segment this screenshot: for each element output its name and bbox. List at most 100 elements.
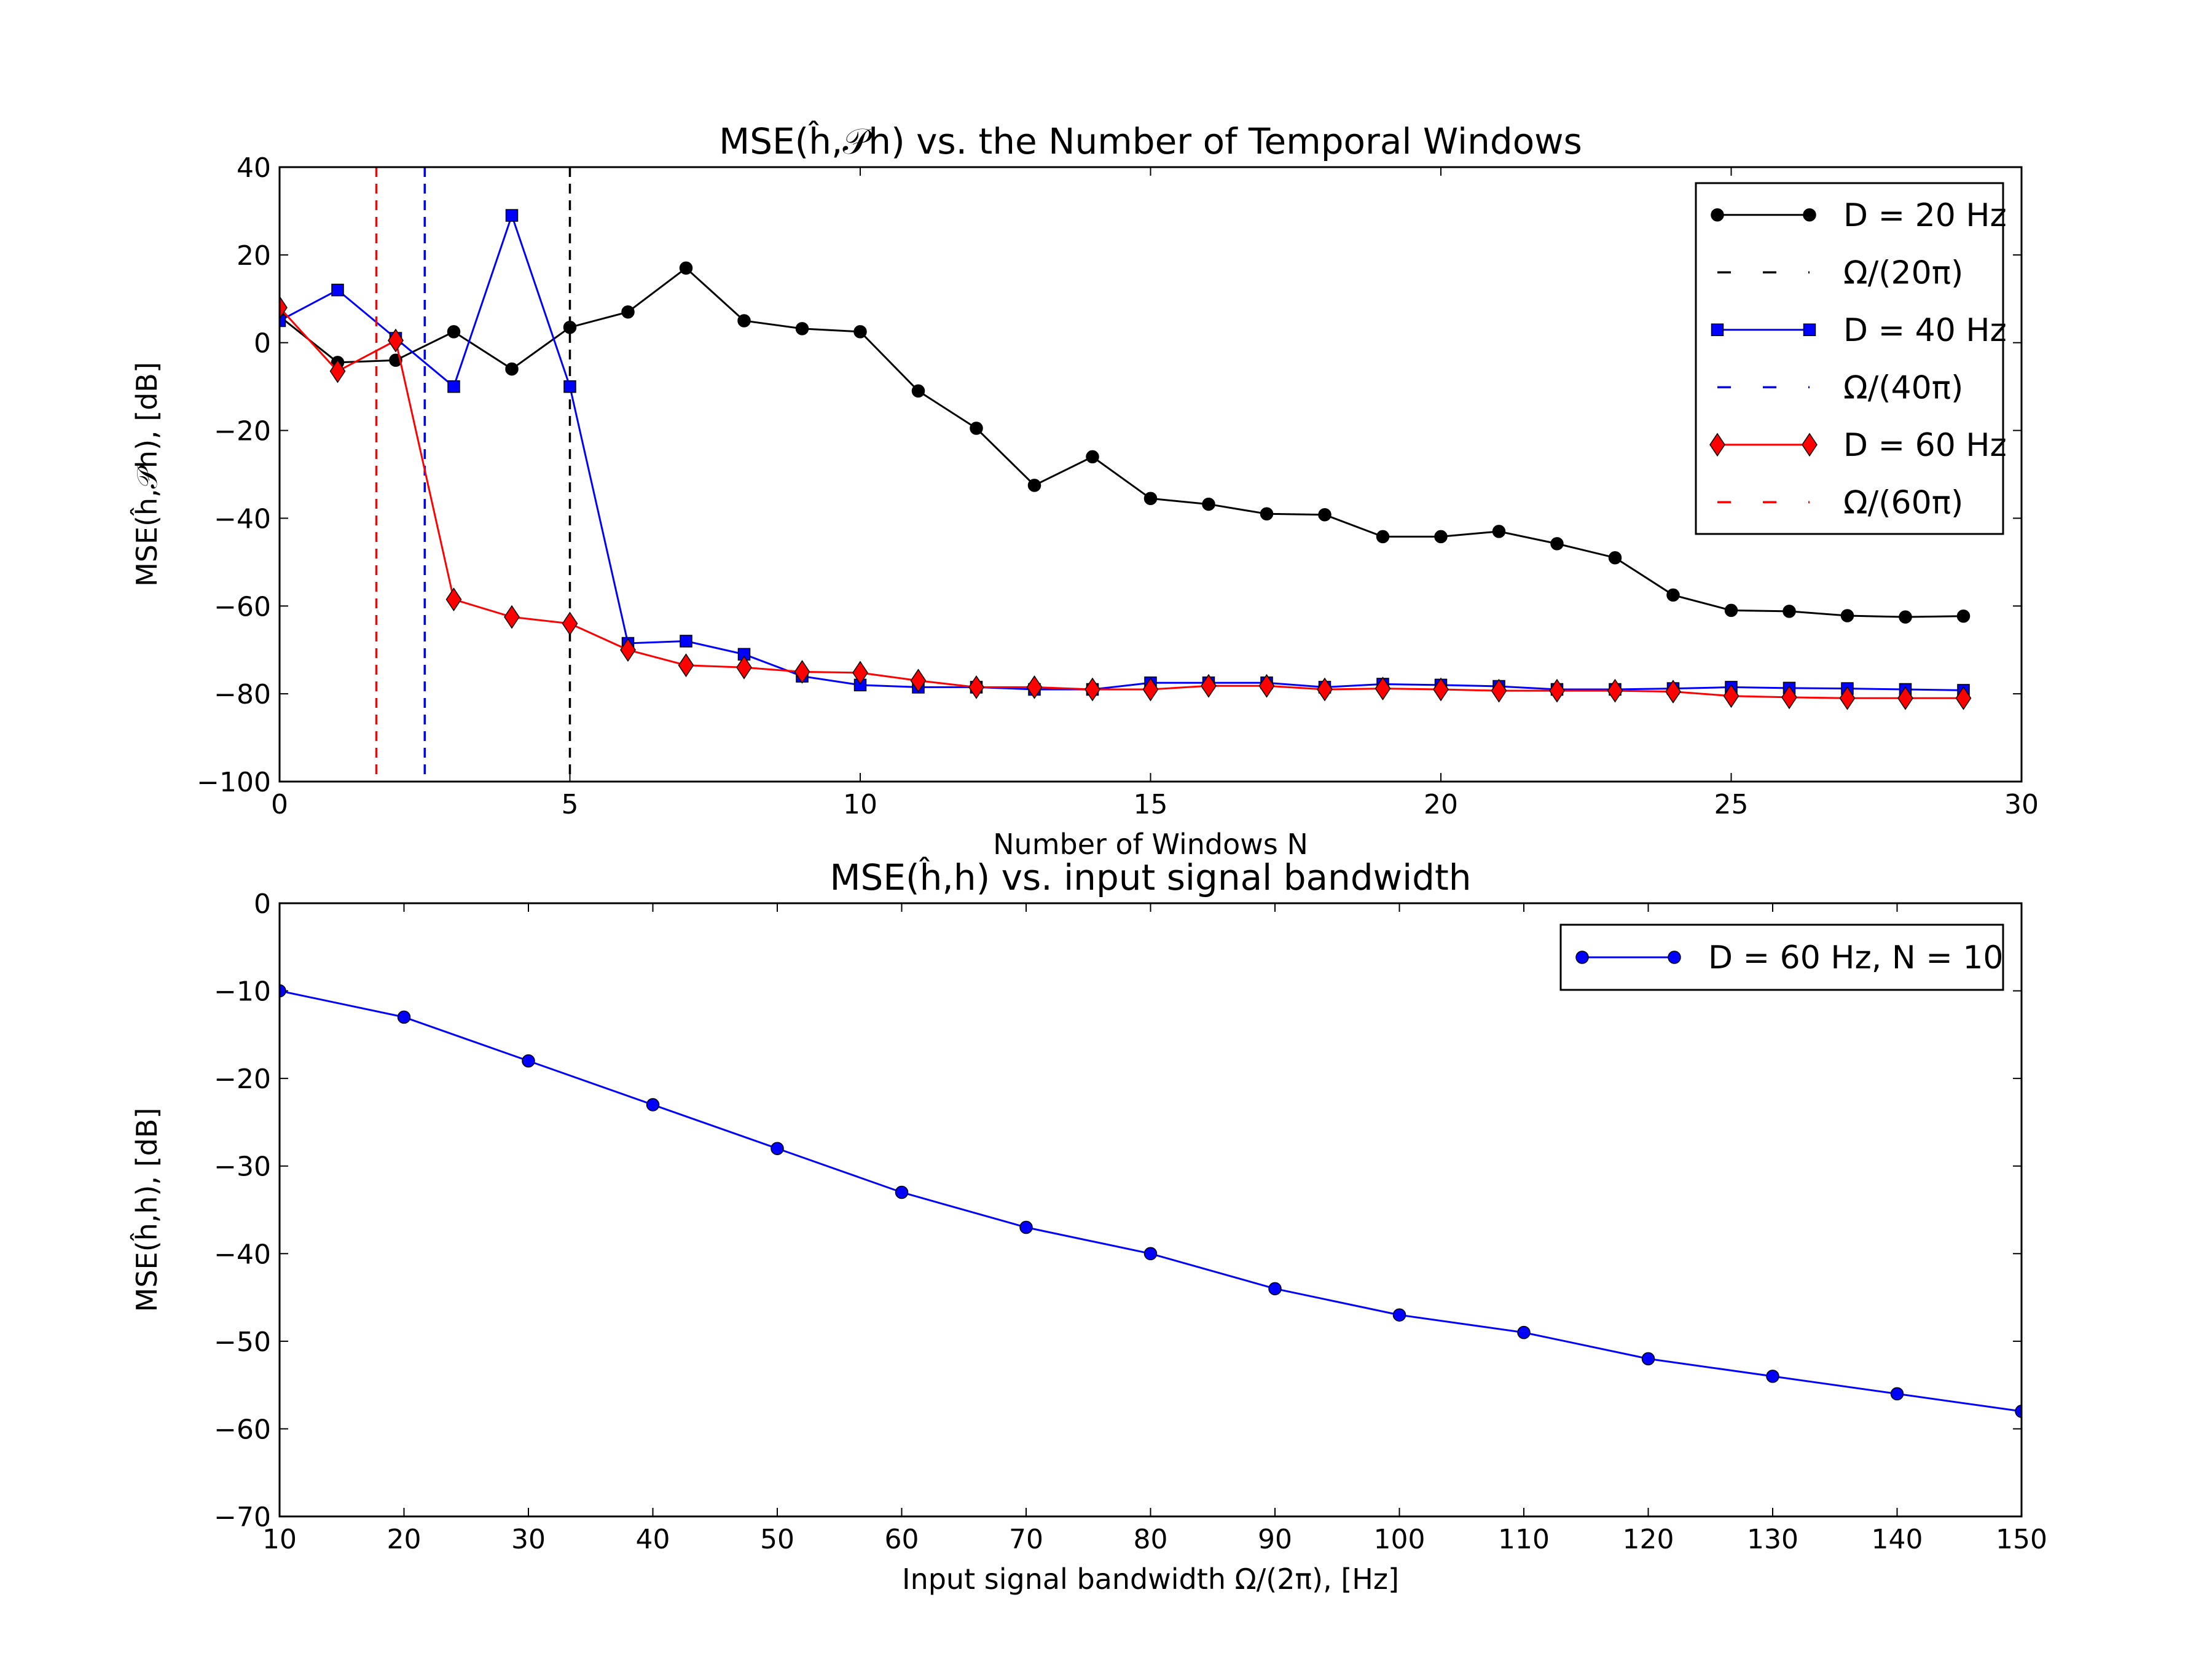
legend-label: Ω/(40π) [1843,369,1963,406]
y-tick-label: −40 [214,503,271,535]
data-point [505,362,519,376]
data-point [1956,609,1971,623]
data-point [1955,686,1972,710]
data-point [1375,677,1391,700]
x-tick-label: 40 [636,1524,670,1555]
data-point [737,314,751,327]
data-point [1608,551,1622,565]
data-point [1434,530,1448,544]
data-point [1201,673,1217,698]
x-tick-label: 10 [843,789,877,820]
x-tick-label: 5 [562,789,579,820]
legend-marker [1575,951,1589,964]
series-line [280,990,2022,1413]
data-point [1317,677,1333,702]
y-tick-label: −60 [214,1414,271,1445]
plot-frame [278,902,2023,1518]
data-point [1019,1220,1033,1234]
data-point [1268,1282,1282,1296]
series-line [280,307,1964,699]
y-tick-label: −10 [214,976,271,1008]
data-point [1890,1387,1904,1401]
data-point [1142,677,1159,702]
data-point [447,380,460,393]
data-point [280,984,286,998]
data-point [678,653,694,678]
data-point [1781,685,1797,710]
x-tick-label: 0 [271,789,288,820]
chart-title: MSE(ĥ,𝒫h) vs. the Number of Temporal Win… [719,120,1582,162]
x-tick-label: 150 [1996,1524,2047,1555]
data-point [736,655,752,680]
data-point [522,1054,535,1068]
data-point [388,328,404,353]
data-point [1492,525,1506,538]
data-point [1086,450,1099,464]
data-point [680,635,692,648]
x-tick-label: 25 [1714,789,1749,820]
y-tick-label: −50 [214,1327,271,1358]
plot-area [280,984,2022,1418]
x-axis-label: Input signal bandwidth Ω/(2π), [Hz] [902,1563,1399,1596]
data-point [1665,680,1681,704]
chart-title: MSE(ĥ,h) vs. input signal bandwidth [830,856,1472,898]
data-point [562,611,578,636]
data-point [679,261,693,275]
data-point [1839,686,1856,710]
x-tick-label: 60 [885,1524,919,1555]
x-tick-label: 15 [1134,789,1168,820]
data-point [895,1185,909,1199]
data-point [1840,609,1854,622]
legend-box [1695,182,2004,535]
data-point [280,296,288,320]
y-axis-label: MSE(ĥ,h), [dB] [130,1108,163,1312]
x-tick-label: 80 [1134,1524,1168,1555]
legend-label: D = 60 Hz [1843,427,2007,464]
data-point [1260,507,1274,521]
data-point [1897,686,1913,710]
data-point [1517,1325,1531,1339]
legend-marker [1803,208,1816,222]
data-point [1641,1352,1655,1366]
data-point [397,1010,411,1024]
data-point [1084,677,1100,702]
data-point [794,660,810,684]
data-point [1491,678,1507,703]
data-point [1027,479,1041,492]
x-tick-label: 20 [387,1524,422,1555]
y-tick-label: −30 [214,1151,271,1183]
legend-label: D = 60 Hz, N = 10 [1708,939,2004,976]
data-point [771,1142,784,1155]
legend-marker [1802,433,1818,457]
data-point [1766,1370,1779,1383]
data-point [1783,605,1796,618]
data-point [331,283,344,297]
legend-label: D = 40 Hz [1843,312,2007,349]
data-point [621,305,635,319]
y-tick-label: −20 [214,1064,271,1095]
data-point [505,209,519,222]
y-tick-label: 20 [237,240,271,272]
legend-marker [1709,433,1725,457]
x-tick-label: 30 [511,1524,546,1555]
plot-frame [278,166,2023,783]
y-tick-label: −80 [214,679,271,710]
x-axis-label: Number of Windows N [993,828,1308,861]
legend: D = 20 Hz Ω/(20π) D = 40 Hz Ω/(40π) D = 60 H… [1695,182,2007,535]
data-point [970,422,983,435]
data-point [910,669,927,693]
x-tick-label: 130 [1747,1524,1798,1555]
data-point [852,661,868,685]
x-tick-label: 100 [1374,1524,1426,1555]
y-tick-label: −20 [214,416,271,447]
data-point [1026,675,1043,699]
data-point [1143,492,1158,506]
data-point [853,325,867,339]
legend: D = 60 Hz, N = 10 [1559,924,2004,991]
data-point [447,325,461,339]
data-point [1550,537,1564,551]
legend-label: Ω/(60π) [1843,484,1963,521]
legend-marker [1711,323,1724,336]
data-point [1723,684,1739,708]
